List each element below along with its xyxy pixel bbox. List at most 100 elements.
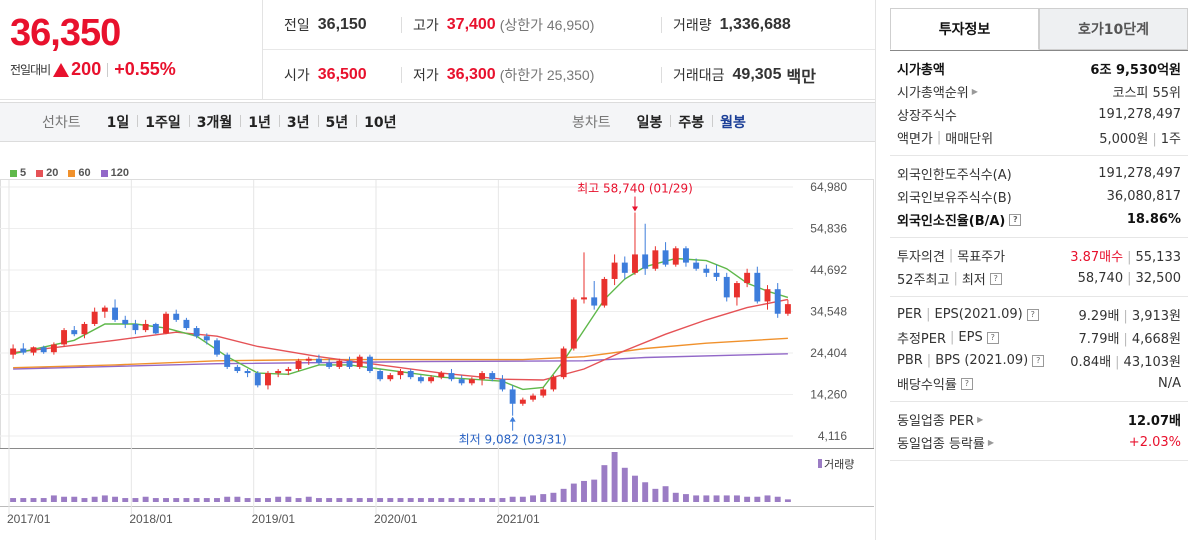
period-3[interactable]: 1년 (240, 112, 279, 132)
volume-bar (397, 498, 404, 502)
change-row: 전일대비 200 +0.55% (10, 59, 176, 80)
info-value-text: 6조 9,530억원 (1090, 63, 1181, 78)
candle-body (570, 299, 577, 349)
candle-period-1[interactable]: 주봉 (670, 112, 712, 132)
volume-bar (611, 452, 618, 502)
tab-order-book[interactable]: 호가10단계 (1039, 8, 1188, 50)
candle-body (101, 307, 108, 312)
separator: | (1127, 250, 1132, 265)
stat-open: 시가 36,500 (284, 50, 367, 100)
stat-label: 저가 (413, 68, 439, 84)
info-section: PER | EPS(2021.09)? 9.29배 | 3,913원 추정PER | EPS? 7… (890, 297, 1188, 402)
info-value-text: 7.79배 (1078, 332, 1120, 347)
candle-body (285, 368, 292, 372)
volume-bar (346, 498, 353, 502)
volume-bar (744, 496, 751, 502)
candle-body (703, 268, 710, 273)
info-label-text: 외국인보유주식수(B) (897, 191, 1012, 206)
investment-info-panel: 투자정보 호가10단계 시가총액 6조 9,530억원 시가총액순위 ▶ 코스피 55위… (875, 0, 1195, 540)
candle-body (621, 262, 628, 273)
info-label: PBR | BPS (2021.09)? (897, 353, 1045, 368)
candle-body (499, 379, 506, 390)
candle-body (71, 330, 78, 335)
info-section: 동일업종 PER ▶ 12.07배 동일업종 등락률 ▶ +2.03% (890, 402, 1188, 461)
candle-body (142, 323, 149, 331)
candle-body (20, 348, 27, 353)
candle-chart-title: 봉차트 (572, 115, 611, 131)
candle-body (428, 377, 435, 382)
change-amount: 200 (71, 59, 102, 79)
line-chart-periods: 선차트 1일 1주일 3개월 1년 3년 5년 10년 (42, 103, 405, 141)
info-label[interactable]: 시가총액순위 ▶ (897, 82, 978, 101)
candle-body (275, 371, 282, 374)
volume-bar (703, 495, 710, 502)
help-icon[interactable]: ? (1026, 308, 1039, 321)
help-icon[interactable]: ? (986, 331, 999, 344)
help-icon[interactable]: ? (989, 272, 1002, 285)
info-value: 18.86% (1127, 212, 1181, 227)
candle-body (346, 360, 353, 367)
info-value: N/A (1158, 376, 1181, 391)
help-icon[interactable]: ? (1009, 213, 1022, 226)
period-6[interactable]: 10년 (356, 112, 404, 132)
volume-bar (581, 480, 587, 502)
tab-investment-info[interactable]: 투자정보 (890, 8, 1039, 50)
candle-period-2[interactable]: 월봉 (712, 112, 754, 132)
info-label-text: EPS(2021.09) (934, 307, 1023, 322)
info-section: 외국인한도주식수(A) 191,278,497 외국인보유주식수(B) 36,080,… (890, 156, 1188, 238)
info-value: 코스피 55위 (1112, 82, 1181, 101)
candle-body (489, 373, 496, 380)
candle-body (601, 278, 608, 306)
candle-body (61, 330, 68, 345)
info-value: 0.84배 | 43,103원 (1070, 351, 1181, 370)
info-label-text: 외국인한도주식수(A) (897, 168, 1012, 183)
help-icon[interactable]: ? (1032, 354, 1045, 367)
info-section: 시가총액 6조 9,530억원 시가총액순위 ▶ 코스피 55위 상장주식수 191,278… (890, 51, 1188, 156)
period-4[interactable]: 3년 (278, 112, 318, 132)
caret-right-icon[interactable]: ▶ (987, 438, 995, 447)
candle-body (733, 283, 740, 298)
y-tick-label: 14,260 (810, 388, 847, 402)
volume-bar (591, 479, 598, 502)
separator: | (950, 330, 955, 345)
volume-bar (693, 495, 700, 502)
volume-bar (275, 496, 282, 502)
volume-bar (122, 498, 129, 502)
candle-body (356, 356, 363, 367)
info-label[interactable]: 동일업종 등락률 ▶ (897, 433, 994, 452)
volume-bar (203, 498, 210, 502)
candle-body (122, 319, 129, 324)
info-value-text: 3,913원 (1131, 309, 1181, 324)
divider (107, 62, 109, 77)
info-label-text: 추정PER (897, 332, 947, 347)
info-label-text: 최저 (961, 273, 986, 288)
info-value-text: 0.84배 (1070, 355, 1112, 370)
help-icon[interactable]: ? (960, 377, 973, 390)
volume-bar (336, 498, 343, 502)
candle-period-0[interactable]: 일봉 (636, 115, 663, 131)
candle-body (152, 323, 159, 334)
volume-bar (754, 496, 761, 502)
period-0[interactable]: 1일 (106, 115, 130, 131)
candle-chart-periods: 봉차트 일봉 주봉 월봉 (572, 103, 754, 141)
caret-right-icon[interactable]: ▶ (971, 87, 978, 96)
info-label-text: PBR (897, 353, 923, 368)
info-label-text: PER (897, 307, 923, 322)
candle-body (468, 379, 475, 384)
info-label[interactable]: 동일업종 PER ▶ (897, 410, 983, 429)
caret-right-icon[interactable]: ▶ (977, 415, 984, 424)
stat-lower-limit: (하한가 25,350) (499, 67, 595, 83)
candle-body (642, 254, 649, 269)
candle-body (173, 313, 180, 320)
period-5[interactable]: 5년 (317, 112, 357, 132)
candle-body (112, 307, 119, 320)
volume-bar (642, 482, 649, 502)
line-chart-title: 선차트 (42, 115, 81, 131)
info-value-text: 36,080,817 (1106, 189, 1181, 204)
period-1[interactable]: 1주일 (137, 112, 189, 132)
volume-bar (489, 498, 496, 502)
period-2[interactable]: 3개월 (188, 112, 241, 132)
candle-body (652, 250, 659, 269)
candle-body (764, 289, 771, 302)
candle-body (203, 336, 210, 341)
